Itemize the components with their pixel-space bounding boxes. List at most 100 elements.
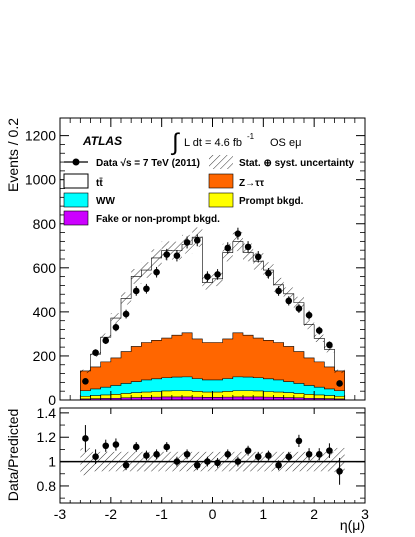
ratio-point (326, 447, 333, 454)
main-band-bin (121, 292, 132, 305)
data-point (326, 341, 333, 349)
x-tick-label: -3 (54, 506, 67, 522)
luminosity-label: L dt = 4.6 fb (184, 137, 242, 149)
x-axis: -3 -2 -1 0 1 2 3 (54, 408, 369, 522)
data-point (102, 337, 110, 344)
data-point (295, 305, 303, 312)
main-y-tick-label: 600 (33, 260, 57, 276)
main-y-axis: 0 200 400 600 800 1000 1200 (25, 128, 365, 408)
ratio-point (295, 437, 303, 445)
data-point (143, 285, 150, 293)
legend: Data √s = 7 TeV (2011) Stat. ⊕ syst. unc… (63, 155, 355, 226)
main-band-bin (273, 277, 284, 292)
x-tick-label: 0 (209, 506, 217, 522)
data-point (173, 252, 181, 259)
main-band-bin (141, 262, 152, 278)
data-point (275, 287, 282, 295)
legend-label-fake: Fake or non-prompt bkgd. (96, 214, 220, 225)
data-point (132, 287, 140, 295)
ratio-point (82, 435, 89, 442)
ratio-point (244, 447, 252, 454)
ratio-y-axis: 0.8 1 1.2 1.4 (37, 405, 365, 499)
ratio-y-tick-label: 1.2 (37, 429, 57, 445)
ratio-point (285, 453, 293, 461)
ratio-point (102, 442, 110, 450)
data-point (224, 244, 232, 252)
data-point (244, 243, 252, 251)
data-point (193, 236, 201, 244)
legend-entry-ww: WW (63, 192, 115, 208)
atlas-label: ATLAS (82, 134, 122, 148)
data-point (305, 311, 313, 319)
legend-entry-ttbar: tt̄ (63, 173, 103, 189)
ratio-point (112, 441, 120, 448)
legend-label-ttbar: tt̄ (96, 177, 103, 189)
x-tick-label: -1 (155, 506, 168, 522)
main-band-bin (304, 320, 315, 330)
legend-label-prompt: Prompt bkgd. (239, 196, 304, 207)
ratio-point (336, 468, 343, 475)
data-point (163, 251, 171, 258)
main-band-bin (131, 268, 142, 284)
x-tick-label: 1 (259, 506, 267, 522)
data-point (285, 297, 293, 305)
data-point (122, 310, 130, 318)
data-point (254, 253, 262, 261)
ratio-panel: 0.8 1 1.2 1.4 -3 -2 -1 0 1 2 3 Data/Predicted η(μ… (5, 405, 369, 533)
main-band-bin (151, 249, 162, 267)
channel-label: OS eμ (270, 137, 301, 149)
legend-entry-prompt: Prompt bkgd. (208, 192, 304, 208)
main-x-ticks (59, 118, 366, 400)
data-point (214, 271, 221, 278)
main-band-bin (232, 232, 243, 252)
integral-sign: ∫ (170, 129, 180, 156)
ratio-point (254, 453, 262, 461)
ratio-point (315, 450, 323, 458)
ratio-point (265, 452, 272, 459)
data-point (183, 239, 191, 246)
main-y-tick-label: 800 (33, 216, 57, 232)
ratio-point (204, 458, 211, 465)
ratio-point (173, 458, 181, 465)
main-y-tick-label: 1200 (25, 128, 56, 144)
x-axis-label: η(μ) (340, 517, 365, 533)
ratio-point (143, 452, 150, 459)
luminosity-exponent: -1 (247, 132, 255, 141)
main-band-bin (334, 369, 345, 374)
main-y-tick-label: 1000 (25, 172, 56, 188)
main-band-bin (314, 334, 325, 343)
ratio-point (234, 458, 242, 465)
main-data-points (82, 227, 343, 387)
main-band-bin (283, 287, 294, 301)
ratio-point (132, 443, 140, 451)
ratio-point (275, 461, 282, 469)
ratio-point (193, 461, 201, 469)
ratio-data-points (82, 425, 343, 485)
legend-label-ww: WW (96, 196, 115, 207)
legend-label-ztautau: Z→ττ (239, 178, 265, 189)
ratio-point (214, 459, 221, 467)
ratio-point (92, 453, 99, 461)
legend-entry-fake: Fake or non-prompt bkgd. (63, 210, 220, 226)
legend-label-uncertainty: Stat. ⊕ syst. uncertainty (239, 158, 355, 169)
main-band-bin (202, 275, 213, 290)
ratio-point (224, 450, 232, 458)
main-y-tick-label: 400 (33, 304, 57, 320)
legend-entry-uncertainty: Stat. ⊕ syst. uncertainty (209, 155, 355, 169)
data-point (82, 377, 89, 385)
main-band-bin (293, 296, 304, 309)
data-point (265, 270, 272, 277)
data-point (153, 268, 160, 276)
ratio-point (122, 461, 130, 469)
x-tick-label: 3 (361, 506, 369, 522)
ratio-y-axis-label: Data/Predicted (5, 409, 21, 502)
data-point (315, 327, 323, 334)
main-panel: 0 200 400 600 800 1000 1200 Events / 0.2 ATLAS… (5, 117, 366, 408)
ratio-point (305, 450, 313, 458)
main-band-bin (80, 369, 91, 374)
main-band-bin (110, 313, 121, 323)
ratio-point (183, 450, 191, 458)
data-point (92, 349, 99, 356)
ratio-y-tick-label: 1.4 (37, 405, 57, 421)
